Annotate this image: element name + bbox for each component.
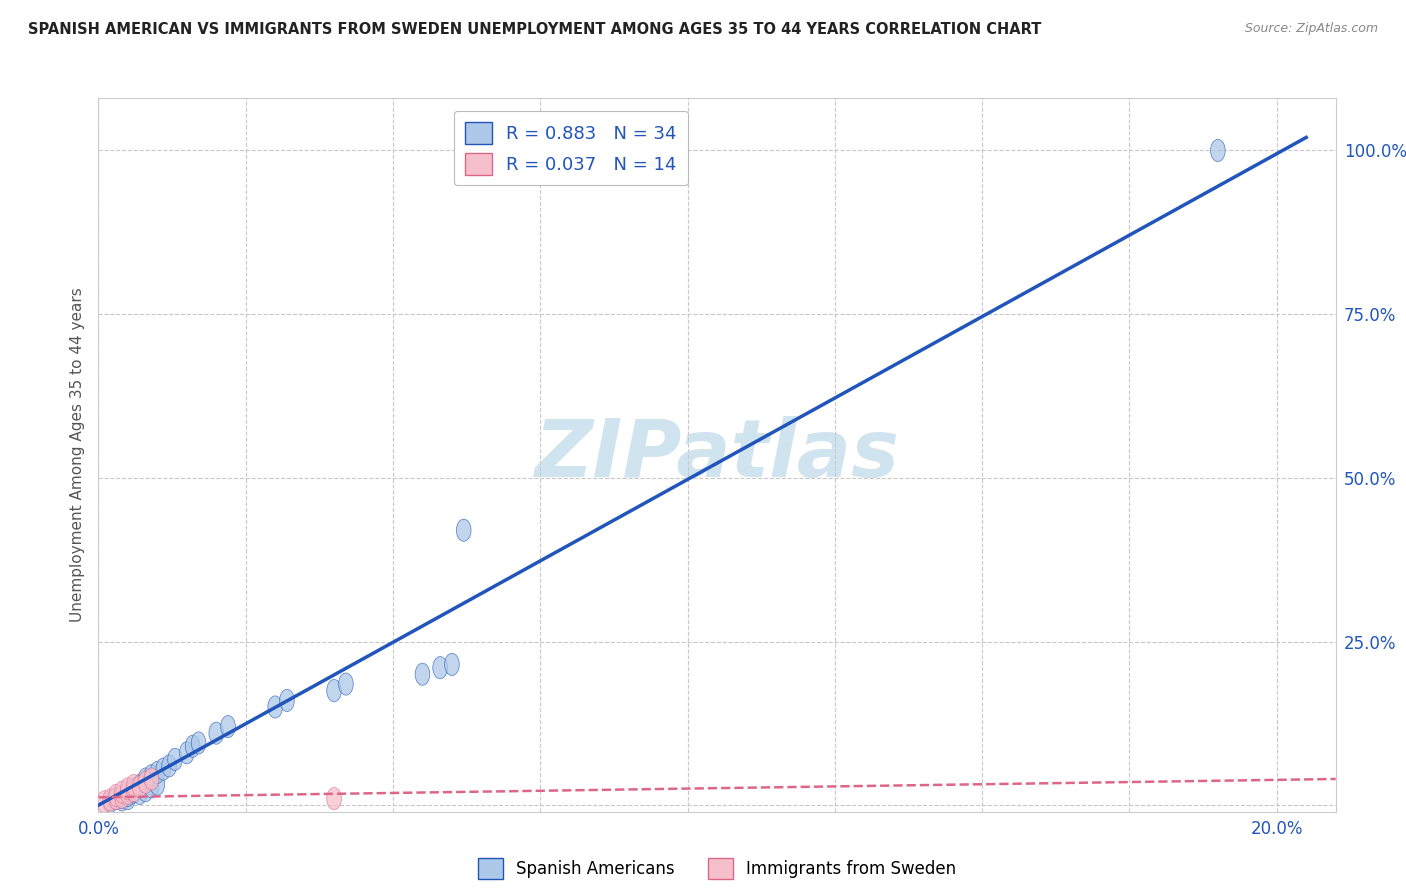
Ellipse shape: [326, 788, 342, 810]
Ellipse shape: [162, 755, 177, 777]
Ellipse shape: [121, 784, 135, 806]
Text: SPANISH AMERICAN VS IMMIGRANTS FROM SWEDEN UNEMPLOYMENT AMONG AGES 35 TO 44 YEAR: SPANISH AMERICAN VS IMMIGRANTS FROM SWED…: [28, 22, 1042, 37]
Ellipse shape: [127, 774, 141, 797]
Ellipse shape: [108, 788, 124, 810]
Ellipse shape: [115, 786, 129, 808]
Ellipse shape: [121, 778, 135, 800]
Ellipse shape: [138, 772, 153, 793]
Ellipse shape: [103, 789, 118, 811]
Ellipse shape: [108, 788, 124, 810]
Ellipse shape: [156, 758, 170, 780]
Ellipse shape: [138, 772, 153, 793]
Ellipse shape: [267, 696, 283, 718]
Ellipse shape: [132, 782, 148, 805]
Y-axis label: Unemployment Among Ages 35 to 44 years: Unemployment Among Ages 35 to 44 years: [69, 287, 84, 623]
Ellipse shape: [108, 784, 124, 806]
Ellipse shape: [127, 781, 141, 803]
Ellipse shape: [444, 653, 460, 675]
Ellipse shape: [97, 791, 111, 813]
Ellipse shape: [132, 776, 148, 798]
Ellipse shape: [103, 791, 118, 813]
Ellipse shape: [138, 780, 153, 802]
Ellipse shape: [186, 735, 200, 757]
Ellipse shape: [209, 723, 224, 744]
Ellipse shape: [433, 657, 447, 679]
Ellipse shape: [127, 778, 141, 800]
Ellipse shape: [115, 789, 129, 811]
Ellipse shape: [138, 768, 153, 790]
Text: Source: ZipAtlas.com: Source: ZipAtlas.com: [1244, 22, 1378, 36]
Ellipse shape: [1211, 139, 1225, 161]
Ellipse shape: [121, 788, 135, 810]
Ellipse shape: [132, 774, 148, 797]
Ellipse shape: [180, 742, 194, 764]
Ellipse shape: [339, 673, 353, 695]
Text: ZIPatlas: ZIPatlas: [534, 416, 900, 494]
Ellipse shape: [221, 715, 235, 738]
Ellipse shape: [115, 781, 129, 803]
Ellipse shape: [150, 762, 165, 783]
Ellipse shape: [127, 780, 141, 802]
Ellipse shape: [280, 690, 294, 712]
Legend: Spanish Americans, Immigrants from Sweden: Spanish Americans, Immigrants from Swede…: [471, 852, 963, 886]
Ellipse shape: [121, 782, 135, 805]
Ellipse shape: [326, 680, 342, 702]
Ellipse shape: [191, 732, 205, 754]
Ellipse shape: [143, 768, 159, 790]
Ellipse shape: [143, 776, 159, 798]
Ellipse shape: [150, 773, 165, 796]
Ellipse shape: [457, 519, 471, 541]
Ellipse shape: [415, 663, 430, 685]
Ellipse shape: [115, 786, 129, 808]
Ellipse shape: [143, 764, 159, 787]
Ellipse shape: [167, 748, 183, 771]
